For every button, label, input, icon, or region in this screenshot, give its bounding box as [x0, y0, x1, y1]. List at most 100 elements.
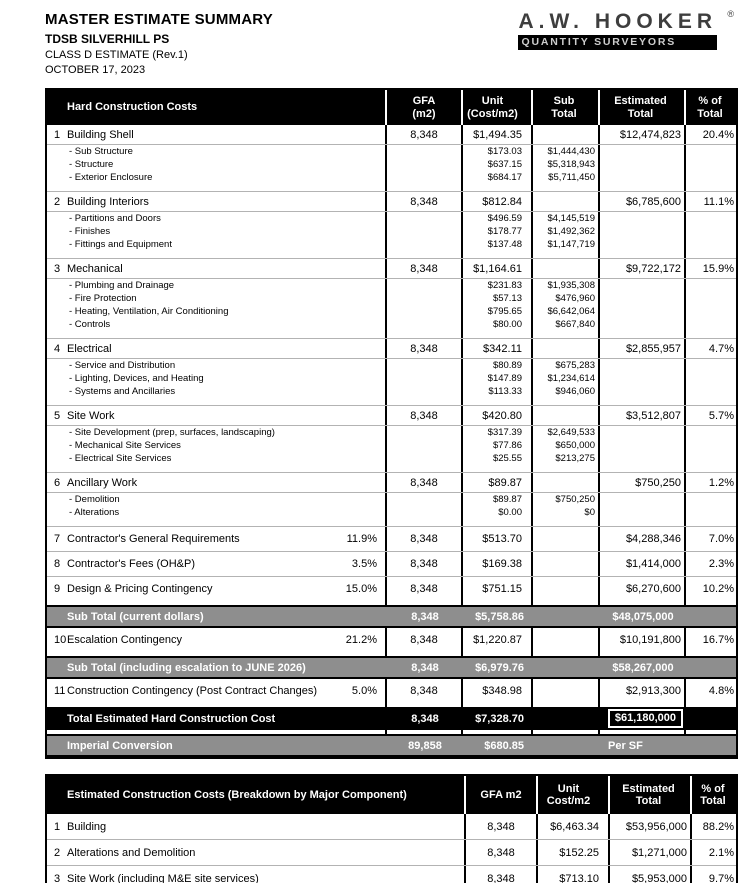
cost-sub-row-desc-cell: - Fittings and Equipment	[47, 238, 387, 251]
cost-group-row: 4 Electrical 8,348 $342.11 $2,855,957 4.7%	[47, 338, 736, 359]
cost-sub-row-unit-cell: $684.17	[463, 171, 533, 184]
col-header-description-label: Hard Construction Costs	[67, 101, 198, 114]
row-number: 7	[54, 533, 61, 545]
breakdown-table: Estimated Construction Costs (Breakdown …	[45, 774, 738, 883]
cost-sub-row-unit-cell: $795.65	[463, 305, 533, 318]
subtotal-row-est-cell: $48,075,000	[612, 610, 674, 623]
cost-sub-row-est-cell	[600, 359, 686, 372]
cost-line-row-desc-cell: 11 Construction Contingency (Post Contrac…	[47, 679, 387, 703]
cost-sub-row-est-cell	[600, 292, 686, 305]
imperial-conversion-row-sub-cell	[533, 736, 600, 755]
cost-sub-row: - Mechanical Site Services $77.86 $650,000	[47, 439, 736, 452]
cost-sub-row-est-cell	[600, 452, 686, 465]
cost-sub-row-gfa-cell	[387, 506, 463, 519]
grand-total-value: $61,180,000	[607, 709, 683, 728]
col-header-line: (Cost/m2)	[467, 107, 518, 120]
estimate-date: OCTOBER 17, 2023	[45, 64, 146, 76]
cost-sub-row-desc-cell: - Sub Structure	[47, 145, 387, 158]
estimate-class: CLASS D ESTIMATE (Rev.1)	[45, 49, 188, 61]
group-spacer-row-unit-cell	[463, 184, 533, 191]
group-spacer-row-est-cell	[600, 184, 686, 191]
cost-line-row-pct-cell: 2.3%	[708, 558, 734, 570]
cost-line-row-pct-cell: 10.2%	[702, 583, 734, 595]
band-spacer-row-unit-cell	[463, 730, 533, 734]
band-spacer-row-unit-cell	[463, 703, 533, 707]
cost-group-row-unit-cell: $342.11	[463, 339, 533, 358]
cost-line-row: 9 Design & Pricing Contingency 15.0% 8,348 $…	[47, 576, 736, 601]
cost-sub-row-unit-cell: $113.33	[463, 385, 533, 398]
band-spacer-row-sub-cell	[533, 730, 600, 734]
cost-line-row-sub-cell	[533, 527, 600, 551]
cost-line-row: 7 Contractor's General Requirements 11.9% 8…	[47, 526, 736, 551]
band-spacer-row-est-cell	[600, 703, 686, 707]
cost-line-row-est-cell: $10,191,800	[600, 628, 686, 652]
component-row: 2 Alterations and Demolition 8,348 $152.25 $…	[47, 840, 736, 866]
total-row-gfa-cell: 8,348	[411, 712, 439, 725]
cost-sub-row-pct-cell	[686, 452, 736, 465]
sub-item-label: - Finishes	[69, 226, 111, 237]
cost-sub-row-unit-cell: $637.15	[463, 158, 533, 171]
component-row-gfa-cell: 8,348	[466, 866, 538, 883]
col-header-line: Cost/m2	[546, 795, 591, 807]
cost-group-row-sub-cell	[533, 259, 600, 278]
cost-sub-row-gfa-cell	[387, 493, 463, 506]
col-header-subtotal: Sub Total	[533, 90, 600, 125]
cost-sub-row-sub-cell: $5,318,943	[533, 158, 600, 171]
row-label: Contractor's Fees (OH&P)	[67, 558, 196, 570]
row-label: Design & Pricing Contingency	[67, 583, 213, 595]
row-label: Escalation Contingency	[67, 634, 182, 646]
cost-sub-row-sub-cell: $1,492,362	[533, 225, 600, 238]
group-spacer-row	[47, 465, 736, 472]
group-spacer-row	[47, 184, 736, 191]
row-label: Building	[67, 821, 107, 833]
cost-sub-row-est-cell	[600, 318, 686, 331]
sub-item-label: - Fire Protection	[69, 293, 137, 304]
band-spacer-row-sub-cell	[533, 703, 600, 707]
band-spacer-row-unit-cell	[463, 652, 533, 656]
row-rate-pct: 5.0%	[351, 685, 377, 697]
cost-sub-row-pct-cell	[686, 372, 736, 385]
cost-sub-row-gfa-cell	[387, 279, 463, 292]
band-spacer-row-desc-cell	[47, 601, 387, 605]
cost-sub-row-unit-cell: $147.89	[463, 372, 533, 385]
band-spacer-row-est-cell	[600, 730, 686, 734]
cost-sub-row-gfa-cell	[387, 305, 463, 318]
cost-sub-row-est-cell	[600, 279, 686, 292]
group-spacer-row-est-cell	[600, 398, 686, 405]
sub-item-label: - Service and Distribution	[69, 360, 176, 371]
row-label: Building Shell	[67, 129, 134, 141]
col-header-line: % of	[701, 782, 725, 795]
cost-sub-row-sub-cell: $750,250	[533, 493, 600, 506]
cost-line-row-est-cell: $4,288,346	[600, 527, 686, 551]
cost-sub-row-pct-cell	[686, 225, 736, 238]
band-spacer-row-desc-cell	[47, 652, 387, 656]
cost-sub-row-desc-cell: - Exterior Enclosure	[47, 171, 387, 184]
cost-sub-row-desc-cell: - Heating, Ventilation, Air Conditioning	[47, 305, 387, 318]
subtotal-row-pct-cell	[686, 607, 736, 626]
cost-sub-row-pct-cell	[686, 279, 736, 292]
group-spacer-row-est-cell	[600, 465, 686, 472]
cost-sub-row-est-cell	[600, 171, 686, 184]
cost-sub-row-est-cell	[600, 493, 686, 506]
cost-sub-row-unit-cell: $231.83	[463, 279, 533, 292]
group-spacer-row-est-cell	[600, 519, 686, 526]
band-spacer-row-pct-cell	[686, 652, 736, 656]
component-row: 1 Building 8,348 $6,463.34 $53,956,000 88.2%	[47, 814, 736, 840]
cost-line-row-gfa-cell: 8,348	[387, 527, 463, 551]
hard-costs-table-header: Hard Construction Costs GFA (m2) Unit (Cos…	[47, 90, 736, 125]
cost-sub-row: - Finishes $178.77 $1,492,362	[47, 225, 736, 238]
col-header-line: Total	[551, 107, 577, 120]
cost-group-row-pct-cell: 15.9%	[702, 263, 734, 275]
subtotal-row: Sub Total (including escalation to JUNE …	[47, 656, 736, 679]
logo-name: A.W. HOOKER	[518, 10, 717, 33]
cost-group-row-unit-cell: $89.87	[463, 473, 533, 492]
cost-line-row-unit-cell: $348.98	[463, 679, 533, 703]
component-row-gfa-cell: 8,348	[466, 840, 538, 865]
cost-group-row-est-cell: $2,855,957	[600, 339, 686, 358]
cost-sub-row-unit-cell: $496.59	[463, 212, 533, 225]
cost-line-row: 11 Construction Contingency (Post Contrac…	[47, 679, 736, 703]
cost-line-row-desc-cell: 10Escalation Contingency 21.2%	[47, 628, 387, 652]
sub-item-label: - Fittings and Equipment	[69, 239, 172, 250]
row-number: 8	[54, 558, 61, 570]
component-row-desc-cell: 1 Building	[47, 814, 466, 839]
